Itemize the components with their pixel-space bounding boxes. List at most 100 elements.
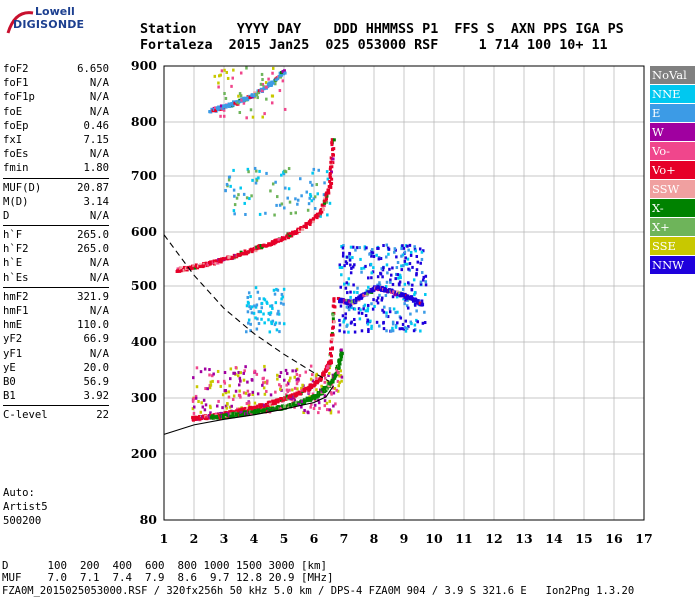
es-echo	[396, 273, 400, 277]
trace-point	[281, 70, 285, 74]
es-echo	[391, 282, 395, 286]
trace-point	[322, 385, 326, 389]
upper-echo	[273, 213, 276, 217]
es-echo	[340, 273, 343, 277]
trace-point	[197, 417, 201, 421]
y-tick-label: 800	[131, 114, 157, 129]
trace-point	[291, 402, 295, 406]
upper-echo	[274, 82, 277, 86]
trace-point	[306, 397, 310, 401]
es-echo	[401, 253, 405, 257]
trace-point	[319, 210, 323, 214]
trace-point	[395, 290, 399, 294]
trace-point	[289, 394, 293, 398]
upper-echo	[225, 70, 228, 74]
spread-f-echo	[244, 391, 248, 395]
spread-f-echo	[328, 399, 331, 403]
spread-f-echo	[266, 379, 269, 383]
es-echo	[424, 274, 428, 278]
param-value: N/A	[89, 347, 109, 360]
spread-f-echo	[254, 316, 257, 320]
es-echo	[343, 282, 346, 286]
spread-f-echo	[288, 388, 291, 392]
spread-f-echo	[248, 305, 251, 309]
param-name: D	[3, 209, 10, 222]
legend-item-e: E	[650, 104, 695, 122]
spread-f-echo	[229, 367, 233, 371]
spread-f-echo	[245, 304, 249, 308]
trace-point	[340, 351, 344, 355]
spread-f-echo	[245, 330, 248, 334]
spread-f-echo	[236, 374, 240, 378]
tick-labels: 1 2 3 4 5 6 7 8 9 10 11 12 13 14 15 16 17802003004005006…	[131, 58, 653, 546]
param-row: yE 20.0	[3, 361, 109, 375]
param-value: 66.9	[83, 333, 109, 346]
es-echo	[394, 248, 397, 252]
es-echo	[341, 254, 345, 258]
es-echo	[378, 283, 382, 287]
trace-point	[222, 416, 226, 420]
trace-point	[321, 205, 325, 209]
autoscaling-info: Auto: Artist5 500200	[3, 486, 48, 528]
spread-f-echo	[320, 384, 323, 388]
es-echo	[382, 266, 385, 270]
trace-point	[413, 297, 417, 301]
es-echo	[421, 249, 425, 253]
es-echo	[351, 256, 354, 260]
spread-f-echo	[200, 401, 203, 405]
spread-f-echo	[340, 375, 344, 379]
polarization-legend: NoVal NNE E W Vo- Vo+ SSW X- X+ SSE NNW	[650, 66, 695, 275]
es-echo	[338, 323, 342, 327]
upper-echo	[243, 201, 246, 205]
trace-point	[285, 404, 289, 408]
es-echo	[407, 248, 410, 252]
trace-point	[236, 101, 240, 105]
es-echo	[415, 309, 418, 313]
upper-echo	[230, 84, 233, 88]
es-echo	[405, 326, 409, 330]
trace-point	[259, 409, 263, 413]
param-value: 7.15	[83, 133, 109, 146]
trace-point	[221, 106, 225, 110]
es-echo	[406, 257, 410, 261]
spread-f-echo	[278, 374, 282, 378]
trace-point	[335, 366, 339, 370]
upper-echo	[217, 81, 220, 85]
spread-f-echo	[296, 379, 300, 383]
trace-point	[331, 152, 335, 156]
spread-f-echo	[228, 384, 231, 388]
spread-f-echo	[249, 307, 253, 311]
spread-f-echo	[304, 370, 308, 374]
es-echo	[419, 280, 423, 284]
spread-f-echo	[255, 372, 259, 376]
trace-point	[219, 104, 223, 108]
es-echo	[395, 255, 398, 259]
upper-echo	[224, 189, 227, 193]
trace-point	[214, 261, 218, 265]
trace-point	[337, 366, 341, 370]
spread-f-echo	[325, 408, 329, 412]
es-echo	[364, 264, 367, 268]
spread-f-echo	[278, 330, 281, 334]
upper-echo	[245, 66, 248, 70]
spread-f-echo	[264, 380, 267, 384]
upper-echo	[242, 101, 246, 105]
es-echo	[404, 329, 408, 333]
spread-f-echo	[328, 366, 332, 370]
spread-f-echo	[278, 321, 281, 325]
param-name: B0	[3, 375, 16, 388]
param-value: 20.87	[77, 181, 109, 194]
param-row: hmF2 321.9	[3, 290, 109, 304]
es-echo	[389, 273, 393, 277]
upper-echo	[299, 177, 302, 181]
es-echo	[413, 323, 417, 327]
es-echo	[397, 276, 400, 280]
upper-echo	[248, 197, 251, 201]
es-echo	[351, 265, 355, 269]
trace-point	[316, 214, 320, 218]
spread-f-echo	[281, 295, 284, 299]
spread-f-echo	[323, 394, 327, 398]
trace-point	[338, 359, 342, 363]
es-echo	[365, 246, 368, 250]
trace-point	[302, 387, 306, 391]
